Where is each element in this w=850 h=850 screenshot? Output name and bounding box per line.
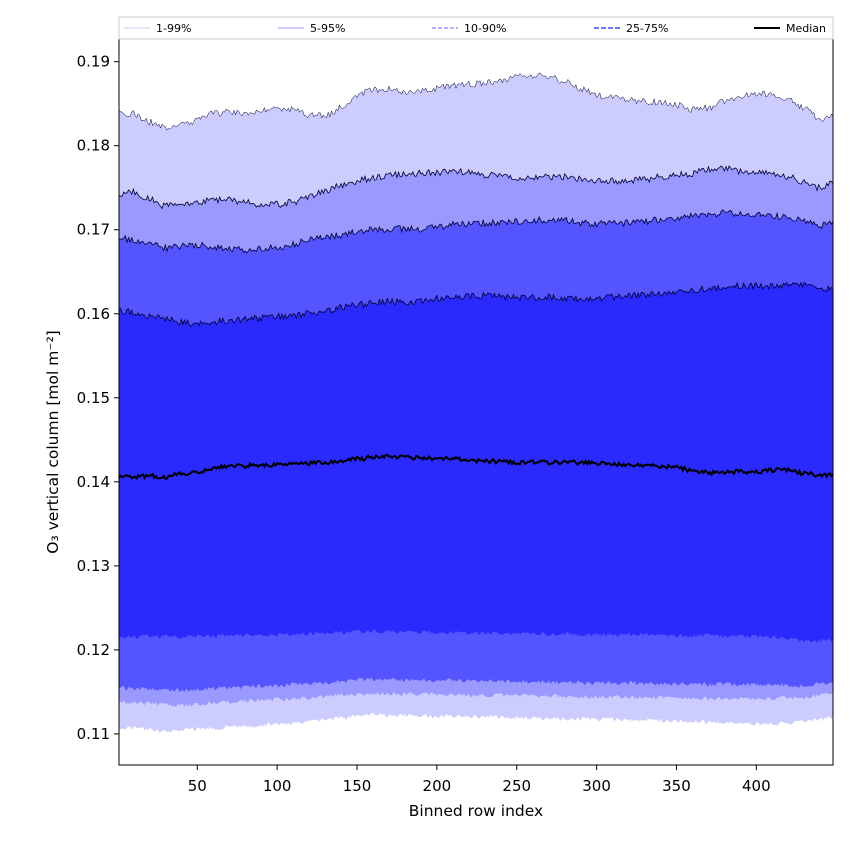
plot-area <box>118 72 834 733</box>
band-edge-lines <box>118 72 834 328</box>
legend-label-1-99%: 1-99% <box>156 22 191 35</box>
y-tick-label: 0.16 <box>77 305 110 323</box>
y-tick-label: 0.11 <box>77 725 110 743</box>
y-axis-label: O₃ vertical column [mol m⁻²] <box>44 330 62 553</box>
percentile-bands <box>119 72 833 733</box>
y-axis-ticks: 0.11 0.12 0.13 0.14 0.15 0.16 0.17 0.18 0.19 <box>77 53 119 743</box>
y-tick-label: 0.17 <box>77 221 110 239</box>
x-tick-label: 400 <box>742 777 771 795</box>
y-tick-label: 0.18 <box>77 137 110 155</box>
x-axis-ticks: 50 100 150 200 250 300 350 400 <box>188 765 771 795</box>
y-tick-label: 0.14 <box>77 473 110 491</box>
x-tick-label: 350 <box>662 777 691 795</box>
legend: 1-99% 5-95% 10-90% 25-75% Median <box>118 16 834 40</box>
x-axis-label: Binned row index <box>409 802 543 820</box>
y-tick-label: 0.13 <box>77 557 110 575</box>
legend-box <box>118 16 834 40</box>
median-line <box>118 453 834 481</box>
y-tick-label: 0.19 <box>77 53 110 71</box>
y-tick-label: 0.12 <box>77 641 110 659</box>
x-tick-label: 150 <box>343 777 372 795</box>
band-25-75%-upper-edge <box>118 281 834 328</box>
x-tick-label: 300 <box>582 777 611 795</box>
x-tick-label: 200 <box>423 777 452 795</box>
x-tick-label: 100 <box>263 777 292 795</box>
band-5-95%-upper-edge <box>118 165 834 210</box>
band-1-99%-upper-edge <box>118 72 834 131</box>
legend-label-5-95%: 5-95% <box>310 22 345 35</box>
band-10-90%-upper-edge <box>118 209 834 254</box>
x-tick-label: 250 <box>502 777 531 795</box>
x-tick-label: 50 <box>188 777 207 795</box>
y-tick-label: 0.15 <box>77 389 110 407</box>
legend-label-10-90%: 10-90% <box>464 22 506 35</box>
legend-label-25-75%: 25-75% <box>626 22 668 35</box>
legend-label-Median: Median <box>786 22 826 35</box>
